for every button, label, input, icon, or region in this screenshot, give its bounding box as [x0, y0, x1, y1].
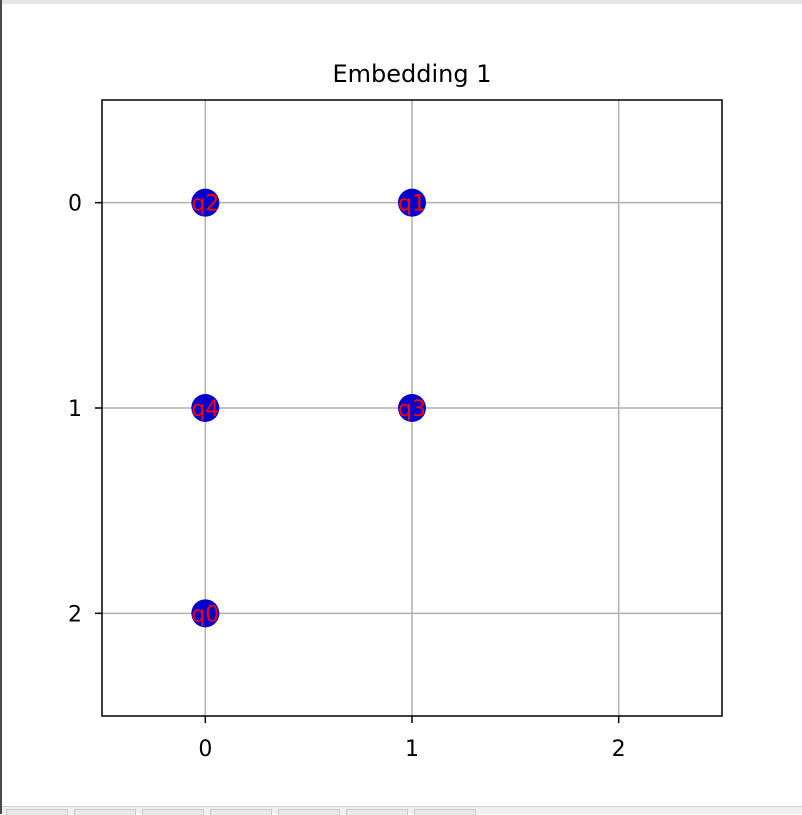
bottom-tab[interactable] — [142, 809, 204, 815]
point-label: q4 — [191, 397, 219, 422]
bottom-tab[interactable] — [414, 809, 476, 815]
bottom-tab[interactable] — [6, 809, 68, 815]
bottom-tab[interactable] — [346, 809, 408, 815]
axis-ticks: 0 1 2 0 1 2 — [68, 192, 626, 762]
point-label: q0 — [191, 602, 219, 627]
bottom-tab[interactable] — [74, 809, 136, 815]
point-label: q1 — [398, 192, 426, 217]
x-tick-label: 0 — [198, 737, 212, 762]
bottom-tab[interactable] — [278, 809, 340, 815]
point-label: q2 — [191, 192, 219, 217]
point-label: q3 — [398, 397, 426, 422]
y-tick-label: 2 — [68, 602, 82, 627]
x-tick-label: 2 — [612, 737, 626, 762]
x-tick-label: 1 — [405, 737, 419, 762]
chart-title: Embedding 1 — [332, 60, 491, 88]
bottom-tab-bar — [2, 806, 802, 814]
bottom-tab[interactable] — [210, 809, 272, 815]
y-tick-label: 0 — [68, 192, 82, 217]
y-tick-label: 1 — [68, 397, 82, 422]
